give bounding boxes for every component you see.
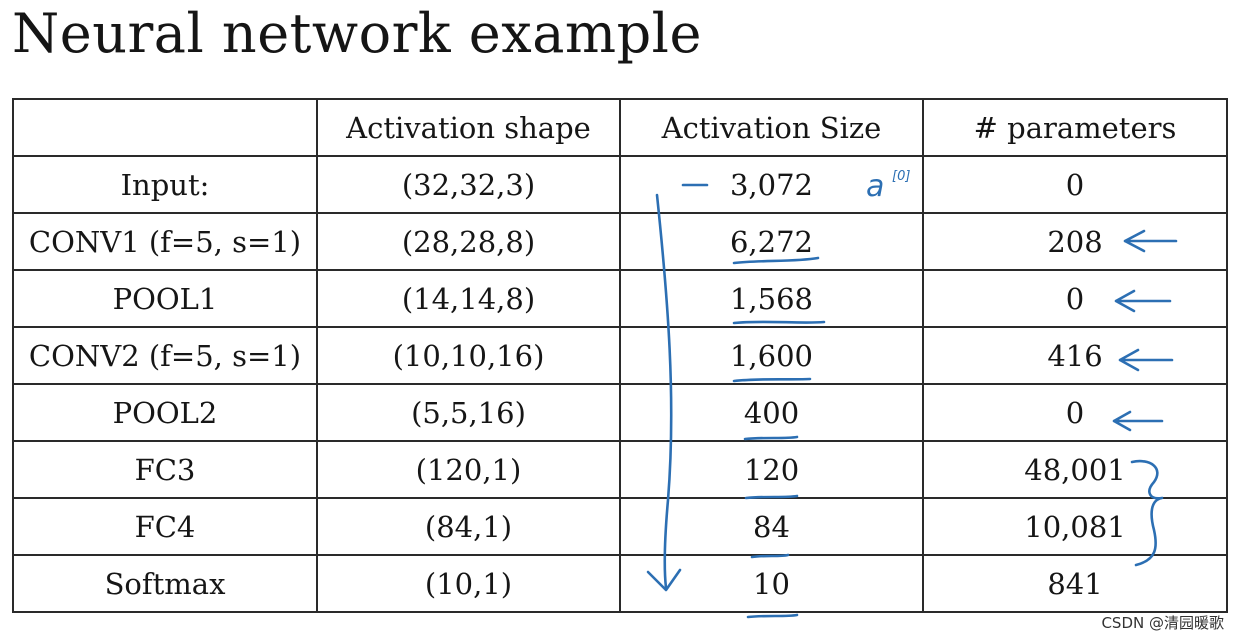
underline-mark-icon bbox=[746, 613, 799, 619]
underline-mark-icon bbox=[743, 435, 799, 441]
header-cell-activation-shape: Activation shape bbox=[316, 98, 621, 157]
network-table: Activation shape Activation Size # param… bbox=[12, 98, 1228, 613]
size-cell: 84 bbox=[619, 497, 924, 556]
shape-cell: (14,14,8) bbox=[316, 269, 621, 328]
left-arrow-icon bbox=[1114, 289, 1172, 313]
params-cell: 841 bbox=[922, 554, 1228, 613]
shape-cell: (28,28,8) bbox=[316, 212, 621, 271]
header-cell-parameters: # parameters bbox=[922, 98, 1228, 157]
shape-cell: (10,1) bbox=[316, 554, 621, 613]
params-cell: 0 bbox=[922, 155, 1228, 214]
shape-cell: (84,1) bbox=[316, 497, 621, 556]
layer-cell: FC3 bbox=[12, 440, 318, 499]
size-cell: 3,072 bbox=[619, 155, 924, 214]
layer-cell: POOL1 bbox=[12, 269, 318, 328]
layer-cell: Input: bbox=[12, 155, 318, 214]
params-cell: 0 bbox=[922, 269, 1228, 328]
down-arrow-icon bbox=[655, 193, 673, 590]
page-title: Neural network example bbox=[12, 2, 702, 65]
params-cell: 48,001 bbox=[922, 440, 1228, 499]
left-arrow-icon bbox=[1123, 229, 1178, 253]
table-row: POOL1 (14,14,8) 1,568 0 bbox=[12, 269, 1228, 328]
header-cell-layer bbox=[12, 98, 318, 157]
a0-label: a bbox=[866, 169, 884, 204]
header-cell-activation-size: Activation Size bbox=[619, 98, 924, 157]
params-cell: 10,081 bbox=[922, 497, 1228, 556]
underline-mark-icon bbox=[732, 256, 820, 265]
table-row: POOL2 (5,5,16) 400 0 bbox=[12, 383, 1228, 442]
layer-cell: FC4 bbox=[12, 497, 318, 556]
underline-mark-icon bbox=[732, 377, 812, 383]
layer-cell: POOL2 bbox=[12, 383, 318, 442]
underline-mark-icon bbox=[732, 320, 826, 325]
left-arrow-icon bbox=[1112, 410, 1164, 432]
shape-cell: (5,5,16) bbox=[316, 383, 621, 442]
table-header-row: Activation shape Activation Size # param… bbox=[12, 98, 1228, 157]
table-row: Input: (32,32,3) 3,072 0 bbox=[12, 155, 1228, 214]
table-row: FC4 (84,1) 84 10,081 bbox=[12, 497, 1228, 556]
layer-cell: CONV1 (f=5, s=1) bbox=[12, 212, 318, 271]
left-arrow-icon bbox=[1118, 348, 1174, 372]
layer-cell: Softmax bbox=[12, 554, 318, 613]
watermark: CSDN @清园暖歌 bbox=[1101, 614, 1224, 632]
a0-superscript: [0] bbox=[892, 169, 910, 184]
params-cell: 416 bbox=[922, 326, 1228, 385]
brace-mark-icon bbox=[1130, 459, 1164, 567]
shape-cell: (10,10,16) bbox=[316, 326, 621, 385]
down-arrowhead-icon bbox=[646, 568, 682, 592]
layer-cell: CONV2 (f=5, s=1) bbox=[12, 326, 318, 385]
size-cell: 1,568 bbox=[619, 269, 924, 328]
table-row: Softmax (10,1) 10 841 bbox=[12, 554, 1228, 613]
underline-mark-icon bbox=[750, 553, 790, 559]
underline-mark-icon bbox=[744, 494, 799, 500]
shape-cell: (120,1) bbox=[316, 440, 621, 499]
params-cell: 0 bbox=[922, 383, 1228, 442]
shape-cell: (32,32,3) bbox=[316, 155, 621, 214]
